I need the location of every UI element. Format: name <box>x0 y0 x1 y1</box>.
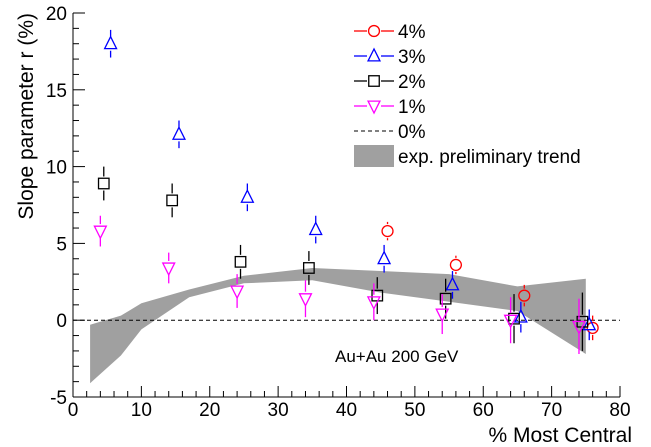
point-4pct-2 <box>518 284 531 307</box>
legend-label-4pct: 4% <box>398 22 426 43</box>
point-3pct-4 <box>377 244 392 273</box>
marker-2pct-1 <box>166 194 179 207</box>
legend-label-1pct: 1% <box>398 97 426 118</box>
point-1pct-7 <box>571 298 586 354</box>
marker-3pct-4 <box>377 250 392 265</box>
point-1pct-2 <box>230 274 245 308</box>
marker-4pct-2 <box>518 289 531 302</box>
point-1pct-3 <box>298 280 313 318</box>
marker-1pct-7 <box>571 320 586 335</box>
marker-2pct-3 <box>302 262 315 274</box>
marker-1pct-3 <box>298 293 313 308</box>
legend-entry-exp-preliminary-trend: exp. preliminary trend <box>354 145 581 168</box>
legend-marker-1pct <box>366 100 382 115</box>
marker-1pct-2 <box>230 285 245 300</box>
legend-marker-4pct <box>367 24 381 38</box>
x-tick-label-20: 20 <box>199 400 220 421</box>
point-3pct-1 <box>171 120 186 149</box>
marker-2pct-2 <box>234 255 247 268</box>
legend-label-3pct: 3% <box>398 47 426 68</box>
x-tick-label-10: 10 <box>131 400 152 421</box>
x-tick-label-40: 40 <box>336 400 357 421</box>
marker-3pct-5 <box>445 276 460 291</box>
point-1pct-5 <box>435 294 450 335</box>
marker-2pct-6 <box>508 312 520 325</box>
point-3pct-7 <box>582 309 597 341</box>
y-tick-label-0: 0 <box>56 311 67 332</box>
point-4pct-1 <box>449 255 463 275</box>
marker-3pct-7 <box>582 316 597 331</box>
legend: 4% 3% 2% 1% 0% exp. preliminary trend <box>354 22 581 168</box>
x-tick-label-30: 30 <box>268 400 289 421</box>
legend-entry-2pct: 2% <box>354 72 426 93</box>
point-2pct-4 <box>371 277 384 315</box>
marker-1pct-4 <box>366 296 381 311</box>
marker-2pct-5 <box>439 292 452 305</box>
annotation-label: Au+Au 200 GeV <box>335 347 459 366</box>
marker-3pct-6 <box>513 308 528 323</box>
marker-4pct-3 <box>586 321 599 334</box>
trend-band-layer <box>90 268 586 384</box>
legend-marker-3pct <box>366 47 382 62</box>
point-1pct-0 <box>93 215 108 247</box>
marker-1pct-0 <box>93 225 108 240</box>
marker-3pct-3 <box>308 221 323 236</box>
point-4pct-0 <box>381 221 394 241</box>
y-axis-title: Slope parameter r (%) <box>15 13 38 220</box>
y-tick-label-20: 20 <box>46 4 67 25</box>
x-tick-label-50: 50 <box>404 400 425 421</box>
legend-entry-0pct: 0% <box>354 122 426 143</box>
point-2pct-1 <box>166 183 179 218</box>
marker-1pct-6 <box>503 314 518 329</box>
point-2pct-5 <box>439 278 452 319</box>
marker-3pct-1 <box>171 125 186 140</box>
legend-label-exp-preliminary-trend: exp. preliminary trend <box>398 147 581 168</box>
legend-label-0pct: 0% <box>398 122 426 143</box>
point-2pct-0 <box>97 166 110 201</box>
point-1pct-4 <box>366 283 381 321</box>
marker-2pct-0 <box>97 177 110 190</box>
x-tick-label-60: 60 <box>473 400 494 421</box>
legend-swatch-band <box>354 145 394 167</box>
x-tick-label-0: 0 <box>68 400 79 421</box>
marker-4pct-1 <box>449 258 463 272</box>
point-3pct-5 <box>445 271 460 299</box>
marker-1pct-1 <box>161 262 176 277</box>
point-2pct-3 <box>302 251 315 285</box>
point-3pct-6 <box>513 301 528 333</box>
legend-entry-1pct: 1% <box>354 97 426 118</box>
x-tick-label-80: 80 <box>609 400 630 421</box>
marker-3pct-2 <box>240 188 255 203</box>
y-tick-label-10: 10 <box>46 158 67 179</box>
point-3pct-0 <box>103 29 118 58</box>
y-tick-label-15: 15 <box>46 81 67 102</box>
data-points-layer <box>93 29 599 354</box>
point-2pct-6 <box>508 294 520 344</box>
marker-4pct-0 <box>381 225 394 238</box>
point-2pct-2 <box>234 244 247 279</box>
legend-marker-2pct <box>368 75 380 87</box>
legend-entry-4pct: 4% <box>354 22 426 43</box>
point-4pct-3 <box>586 315 599 341</box>
marker-1pct-5 <box>435 308 450 323</box>
point-1pct-1 <box>161 252 176 284</box>
legend-entry-3pct: 3% <box>354 47 426 68</box>
y-tick-label-5: 5 <box>56 234 67 255</box>
point-3pct-2 <box>240 183 255 212</box>
marker-3pct-0 <box>103 35 118 50</box>
point-3pct-3 <box>308 215 323 244</box>
point-1pct-6 <box>503 297 518 344</box>
y-tick-label-m5: -5 <box>50 388 67 409</box>
trend-band <box>90 268 586 384</box>
x-axis-title: % Most Central <box>488 424 632 447</box>
x-tick-label-70: 70 <box>541 400 562 421</box>
legend-label-2pct: 2% <box>398 72 426 93</box>
